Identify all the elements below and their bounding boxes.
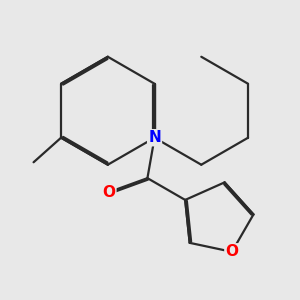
Text: N: N (148, 130, 161, 145)
Text: O: O (102, 185, 116, 200)
Text: O: O (225, 244, 239, 259)
